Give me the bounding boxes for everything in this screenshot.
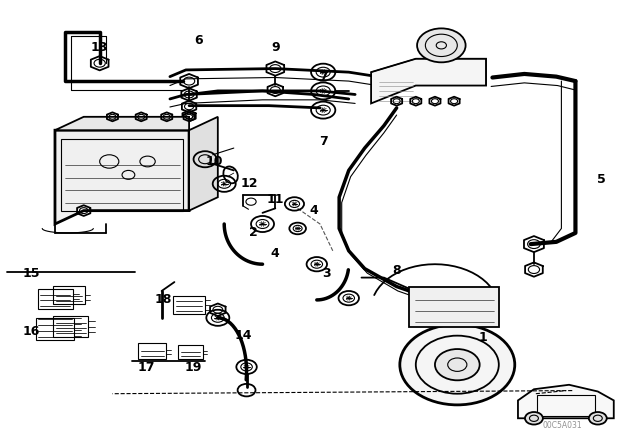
Polygon shape [189, 117, 218, 211]
Text: 7: 7 [319, 70, 328, 83]
Circle shape [435, 349, 479, 380]
Polygon shape [55, 130, 189, 224]
Text: 6: 6 [195, 34, 203, 47]
Circle shape [525, 412, 543, 425]
Text: 1: 1 [479, 332, 487, 345]
Text: 13: 13 [91, 41, 108, 54]
Text: 7: 7 [319, 135, 328, 148]
Polygon shape [55, 117, 189, 130]
Text: 10: 10 [206, 155, 223, 168]
Text: 19: 19 [185, 361, 202, 375]
Circle shape [589, 412, 607, 425]
Text: 3: 3 [322, 267, 331, 280]
FancyBboxPatch shape [410, 287, 499, 327]
Polygon shape [518, 385, 614, 418]
Circle shape [417, 28, 466, 62]
Text: 5: 5 [596, 173, 605, 186]
Text: 18: 18 [155, 293, 172, 306]
Text: 16: 16 [22, 325, 40, 338]
Text: 4: 4 [309, 204, 318, 217]
Text: 4: 4 [271, 246, 280, 259]
Text: 00C5A031: 00C5A031 [543, 421, 582, 431]
Text: 12: 12 [241, 177, 259, 190]
Text: 17: 17 [138, 361, 155, 375]
Polygon shape [371, 59, 486, 103]
Text: 14: 14 [235, 329, 252, 342]
Text: 2: 2 [248, 226, 257, 239]
Text: 9: 9 [271, 41, 280, 54]
Text: 11: 11 [266, 193, 284, 206]
Text: 15: 15 [22, 267, 40, 280]
Text: 8: 8 [392, 264, 401, 277]
Circle shape [400, 324, 515, 405]
